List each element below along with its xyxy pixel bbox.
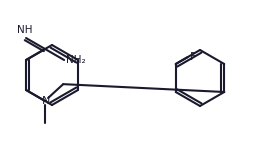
Text: F: F (190, 52, 196, 62)
Text: NH₂: NH₂ (66, 55, 86, 65)
Text: NH: NH (17, 25, 33, 35)
Text: N: N (41, 96, 50, 106)
